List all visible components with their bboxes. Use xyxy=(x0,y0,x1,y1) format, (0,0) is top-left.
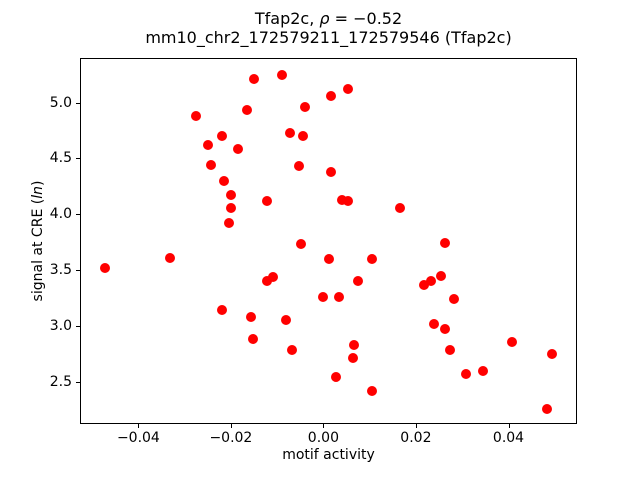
y-axis-label-italic: ln xyxy=(30,186,46,199)
chart-title-block: Tfap2c, ρ = −0.52 mm10_chr2_172579211_17… xyxy=(80,9,577,47)
scatter-point xyxy=(190,110,201,121)
y-axis-label: signal at CRE (ln) xyxy=(30,180,46,302)
y-axis-tick xyxy=(76,325,81,327)
scatter-point xyxy=(367,385,378,396)
y-axis-tick xyxy=(76,158,81,160)
y-tick-label: 4.5 xyxy=(49,150,72,167)
scatter-point xyxy=(435,270,446,281)
y-axis-tick xyxy=(76,102,81,104)
x-tick-label: −0.02 xyxy=(209,430,253,446)
scatter-point xyxy=(261,276,272,287)
scatter-point xyxy=(547,348,558,359)
scatter-point xyxy=(164,252,175,263)
scatter-point xyxy=(241,105,252,116)
scatter-point xyxy=(206,160,216,171)
scatter-point xyxy=(296,239,307,250)
scatter-point xyxy=(541,403,552,414)
scatter-point xyxy=(300,102,311,112)
y-axis-tick xyxy=(76,381,81,383)
x-tick-label: 0.00 xyxy=(307,430,339,446)
y-tick-label: 5.0 xyxy=(49,94,72,111)
scatter-point xyxy=(248,334,259,345)
scatter-point xyxy=(418,279,429,290)
scatter-point xyxy=(297,131,308,141)
y-axis-tick xyxy=(76,270,81,271)
y-tick-label: 3.5 xyxy=(49,262,72,278)
scatter-point xyxy=(439,324,450,335)
plot-area: −0.04 −0.02 0.00 0.02 0.04 2.5 3.0 3.5 4.0 4.5 5.0 xyxy=(50,58,577,446)
x-axis-tick xyxy=(508,423,510,428)
x-axis-label: motif activity xyxy=(282,447,375,463)
scatter-point xyxy=(428,318,439,329)
scatter-point xyxy=(100,262,111,273)
scatter-point xyxy=(202,140,213,150)
scatter-point xyxy=(294,161,305,172)
y-axis-tick xyxy=(76,214,81,216)
scatter-point xyxy=(348,353,358,364)
y-tick-label: 3.0 xyxy=(49,317,72,334)
scatter-point xyxy=(233,144,244,155)
scatter-point xyxy=(218,175,229,186)
scatter-point xyxy=(226,202,237,213)
x-axis-tick xyxy=(415,423,417,428)
scatter-point xyxy=(280,315,291,326)
scatter-point xyxy=(352,276,363,287)
scatter-point xyxy=(224,218,234,229)
scatter-point xyxy=(445,345,456,356)
scatter-point xyxy=(336,194,347,205)
scatter-point xyxy=(330,372,341,383)
scatter-point xyxy=(426,276,437,287)
scatter-point xyxy=(284,127,295,138)
scatter-point xyxy=(343,84,354,95)
scatter-point xyxy=(367,253,378,264)
title-text: Tfap2c, xyxy=(254,9,320,28)
x-tick-label: −0.04 xyxy=(116,430,160,446)
scatter-point xyxy=(276,69,287,80)
scatter-point xyxy=(394,202,405,213)
scatter-point xyxy=(246,311,257,322)
title-rho-symbol: ρ xyxy=(319,9,330,28)
chart-title: Tfap2c, ρ = −0.52 xyxy=(80,9,577,28)
x-axis-tick xyxy=(230,423,232,428)
scatter-point xyxy=(460,368,471,379)
scatter-point xyxy=(439,238,450,249)
scatter-point xyxy=(248,74,259,85)
scatter-point xyxy=(226,190,237,201)
scatter-point xyxy=(507,336,518,347)
x-tick-label: 0.04 xyxy=(492,430,525,446)
scatter-point xyxy=(317,291,328,302)
scatter-point xyxy=(216,131,227,141)
y-tick-label: 4.0 xyxy=(49,206,72,223)
scatter-point xyxy=(477,365,488,376)
scatter-point xyxy=(262,195,272,206)
x-tick-label: 0.02 xyxy=(400,430,432,446)
title-correlation-value: = −0.52 xyxy=(329,9,403,28)
scatter-point xyxy=(324,253,335,264)
scatter-point xyxy=(217,305,228,316)
scatter-point xyxy=(326,166,337,177)
x-axis-tick xyxy=(323,423,325,428)
scatter-point xyxy=(348,339,359,350)
scatter-point xyxy=(333,291,344,302)
scatter-point xyxy=(268,271,279,282)
x-axis-tick xyxy=(138,423,140,428)
scatter-point xyxy=(287,345,297,356)
chart-subtitle: mm10_chr2_172579211_172579546 (Tfap2c) xyxy=(145,28,512,47)
scatter-point xyxy=(326,90,337,101)
scatter-point xyxy=(342,195,353,206)
scatter-point xyxy=(448,294,459,305)
y-tick-label: 2.5 xyxy=(49,373,72,390)
